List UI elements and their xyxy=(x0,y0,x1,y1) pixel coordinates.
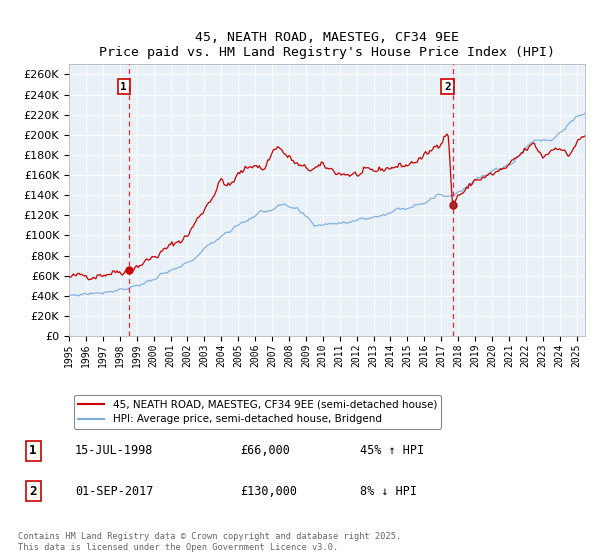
Text: 2: 2 xyxy=(29,484,37,498)
Text: 2: 2 xyxy=(444,82,451,91)
Legend: 45, NEATH ROAD, MAESTEG, CF34 9EE (semi-detached house), HPI: Average price, sem: 45, NEATH ROAD, MAESTEG, CF34 9EE (semi-… xyxy=(74,395,441,428)
Title: 45, NEATH ROAD, MAESTEG, CF34 9EE
Price paid vs. HM Land Registry's House Price : 45, NEATH ROAD, MAESTEG, CF34 9EE Price … xyxy=(99,31,555,59)
Text: 1: 1 xyxy=(29,444,37,458)
Text: £66,000: £66,000 xyxy=(240,444,290,458)
Text: 1: 1 xyxy=(121,82,127,91)
Text: 8% ↓ HPI: 8% ↓ HPI xyxy=(360,484,417,498)
Text: £130,000: £130,000 xyxy=(240,484,297,498)
Text: 15-JUL-1998: 15-JUL-1998 xyxy=(75,444,154,458)
Text: 45% ↑ HPI: 45% ↑ HPI xyxy=(360,444,424,458)
Text: 01-SEP-2017: 01-SEP-2017 xyxy=(75,484,154,498)
Text: Contains HM Land Registry data © Crown copyright and database right 2025.
This d: Contains HM Land Registry data © Crown c… xyxy=(18,532,401,552)
